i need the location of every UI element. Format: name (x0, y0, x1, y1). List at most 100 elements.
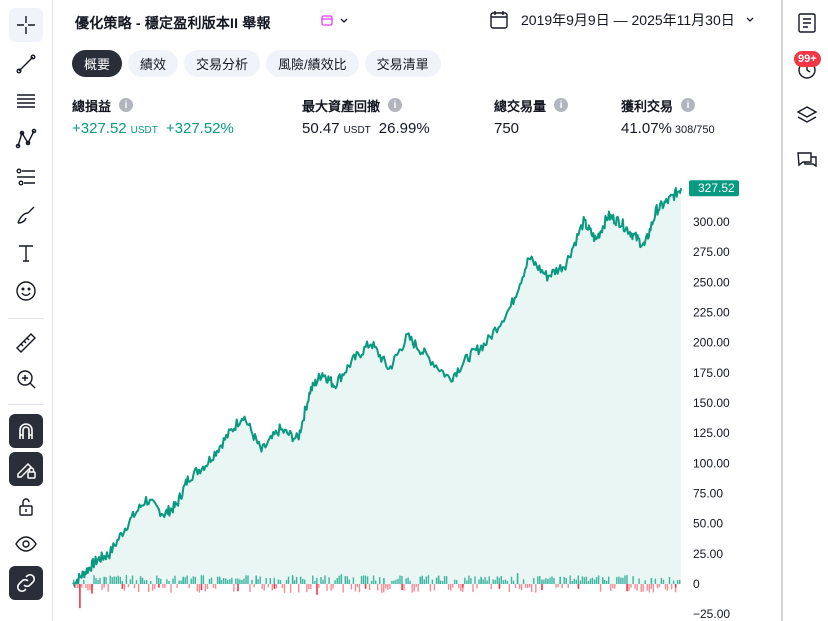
trade-bar (229, 579, 231, 585)
trade-bar (541, 579, 543, 585)
trade-bar (524, 584, 527, 588)
link-icon[interactable] (9, 566, 43, 600)
trade-bar (233, 584, 235, 592)
trade-bar (99, 577, 101, 585)
tab-risk-ratio[interactable]: 風險/績效比 (266, 50, 359, 77)
trade-bar (358, 584, 361, 593)
trade-bar (401, 575, 403, 585)
trade-bar (638, 578, 640, 584)
stat-label: 總交易量 (494, 98, 547, 114)
unlock-icon[interactable] (9, 490, 43, 524)
trade-bar (535, 584, 537, 593)
emoji-icon[interactable] (9, 274, 43, 308)
info-icon[interactable]: i (388, 98, 403, 112)
fib-lines-icon[interactable] (9, 84, 43, 118)
calendar-icon (490, 11, 508, 29)
trade-bar-peak (103, 576, 105, 584)
tab-overview[interactable]: 概要 (72, 50, 123, 77)
info-icon[interactable]: i (119, 98, 134, 112)
trade-bar (239, 579, 241, 584)
lock-drawing-icon[interactable] (9, 452, 43, 486)
y-tick-label: 0 (693, 577, 700, 591)
magnet-icon[interactable] (9, 414, 43, 448)
info-icon[interactable]: i (681, 98, 696, 112)
trade-bar (634, 584, 636, 589)
eye-icon[interactable] (9, 527, 43, 561)
unit-label: USDT (343, 125, 371, 136)
trade-bar (129, 579, 132, 585)
trade-bar (121, 580, 123, 584)
trade-bar (324, 575, 326, 584)
equity-chart[interactable]: 300.00 275.00 250.00 225.00 200.00 175.00 150.… (53, 160, 781, 621)
y-tick-label: 100.00 (693, 456, 730, 470)
trade-bar (156, 575, 158, 584)
trade-bar (537, 576, 539, 585)
chevron-down-icon[interactable] (339, 16, 349, 26)
trade-bar (391, 580, 393, 584)
equity-line (72, 187, 682, 588)
trade-bar (557, 584, 559, 588)
layers-icon[interactable] (793, 101, 821, 129)
calendar-mini-icon[interactable] (321, 14, 333, 26)
tab-trade-list[interactable]: 交易清單 (364, 50, 441, 77)
trend-line-icon[interactable] (9, 47, 43, 81)
trade-bar (146, 580, 148, 585)
trade-bar (93, 575, 95, 584)
date-range-label: 2019年9月9日 — 2025年11月30日 (521, 12, 735, 28)
trade-bar (117, 575, 119, 584)
info-icon[interactable]: i (554, 98, 569, 112)
zoom-in-icon[interactable] (9, 362, 43, 396)
trade-bar (435, 577, 438, 585)
trade-bar (620, 577, 622, 584)
ruler-icon[interactable] (9, 326, 43, 360)
trade-bar (563, 577, 565, 585)
trade-bar (137, 584, 140, 593)
crosshair-icon[interactable] (9, 8, 43, 42)
trade-bar (318, 584, 320, 588)
strategy-title[interactable]: 優化策略 - 穩定盈利版本II 舉報 (75, 15, 271, 31)
trade-bar (271, 584, 273, 591)
trade-bar (186, 575, 188, 584)
trade-bar (606, 580, 608, 585)
chat-icon[interactable] (793, 147, 821, 175)
trade-bar (589, 578, 592, 585)
trade-bar-peak (364, 584, 367, 589)
trade-bar-peak (158, 584, 160, 588)
trade-bar (273, 577, 275, 585)
trade-bar (322, 579, 324, 584)
trade-bar (624, 575, 626, 584)
watchlist-icon[interactable] (793, 9, 821, 37)
date-range-selector[interactable]: 2019年9月9日 — 2025年11月30日 (489, 10, 755, 30)
trade-bar (344, 576, 346, 584)
trade-bar-peak (340, 574, 343, 584)
pattern-icon[interactable] (9, 122, 43, 156)
brush-icon[interactable] (9, 198, 43, 232)
trade-bar (604, 579, 606, 584)
trade-bar (478, 579, 480, 585)
trade-bar (216, 576, 219, 585)
trade-bar (533, 577, 535, 585)
y-tick-label: 25.00 (693, 547, 723, 561)
trade-bar (648, 584, 650, 593)
notification-badge: 99+ (794, 51, 821, 67)
text-icon[interactable] (9, 236, 43, 270)
trade-bar (506, 580, 509, 585)
right-toolbar: 99+ (781, 0, 828, 621)
tab-trade-analysis[interactable]: 交易分析 (184, 50, 261, 77)
forecast-icon[interactable] (9, 160, 43, 194)
trade-bar (618, 576, 620, 585)
trade-bar (666, 584, 669, 591)
trade-bar (192, 576, 194, 585)
trade-bar (330, 584, 332, 591)
trade-bar (231, 577, 233, 584)
trade-bar (608, 576, 610, 584)
trade-bar (555, 584, 557, 588)
trade-bar (644, 580, 646, 584)
trade-bar (614, 584, 616, 589)
trade-bar (154, 584, 156, 589)
trade-bar (188, 584, 190, 589)
strategy-header: 優化策略 - 穩定盈利版本II 舉報 2019年9月9日 — 2025年11月3… (53, 0, 781, 44)
tab-performance[interactable]: 績效 (128, 50, 179, 77)
profitable-percent: 41.07% (621, 120, 672, 137)
stat-profitable-trades: 獲利交易 i 41.07% 308/750 (621, 96, 715, 137)
